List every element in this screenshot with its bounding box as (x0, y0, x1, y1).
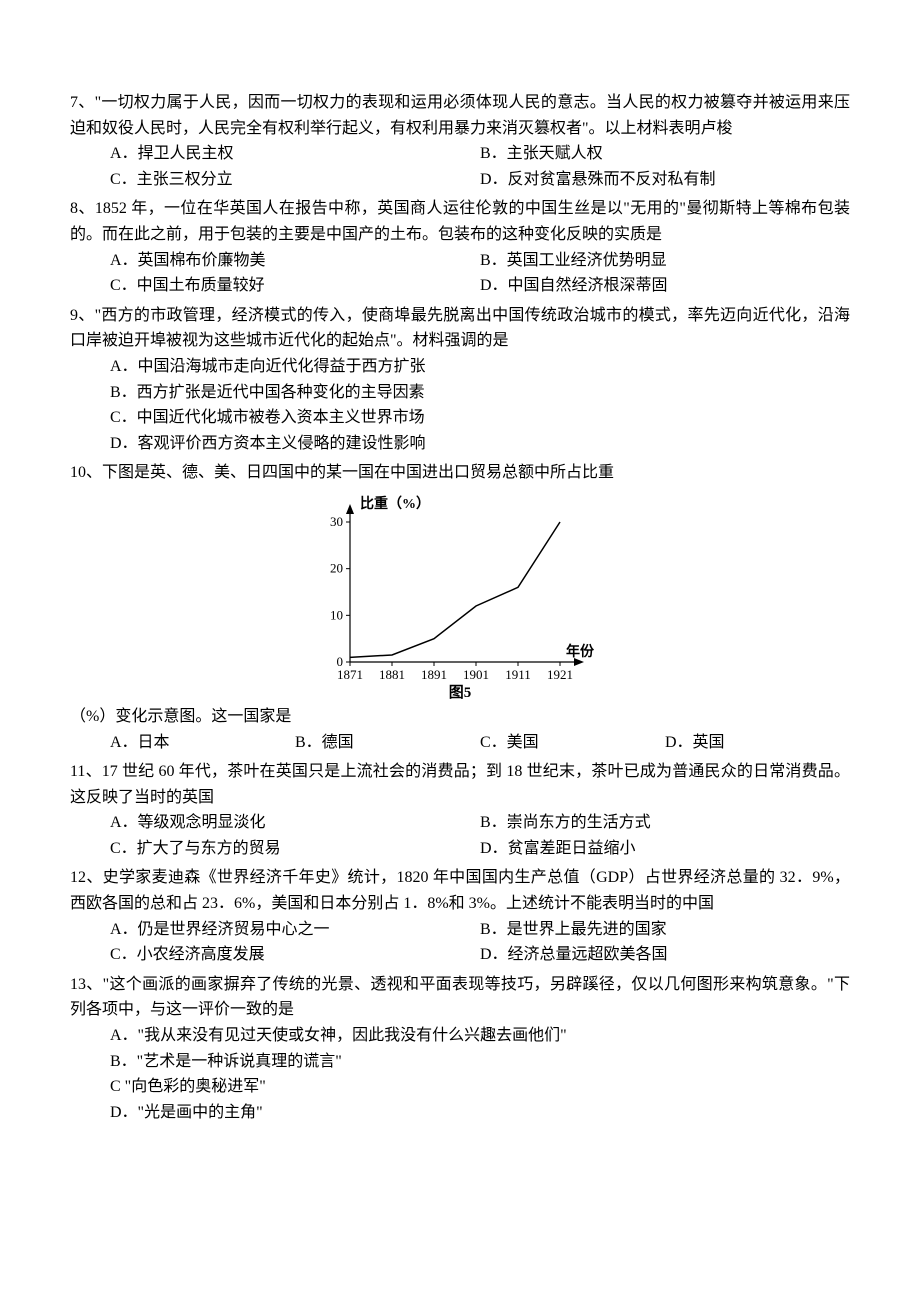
q12-opt-c: C．小农经济高度发展 (110, 942, 480, 968)
q7-options: A．捍卫人民主权 B．主张天赋人权 C．主张三权分立 D．反对贫富悬殊而不反对私… (70, 141, 850, 192)
q10-opt-d: D．英国 (665, 730, 850, 756)
q10-opt-c: C．美国 (480, 730, 665, 756)
exam-page: 7、"一切权力属于人民，因而一切权力的表现和运用必须体现人民的意志。当人民的权力… (0, 0, 920, 1189)
q8-text: 8、1852 年，一位在华英国人在报告中称，英国商人运往伦敦的中国生丝是以"无用… (70, 196, 850, 247)
q9-body: "西方的市政管理，经济模式的传入，使商埠最先脱离出中国传统政治城市的模式，率先迈… (70, 307, 850, 350)
q7-text: 7、"一切权力属于人民，因而一切权力的表现和运用必须体现人民的意志。当人民的权力… (70, 90, 850, 141)
q12-options: A．仍是世界经济贸易中心之一 B．是世界上最先进的国家 C．小农经济高度发展 D… (70, 917, 850, 968)
q10-opt-a: A．日本 (110, 730, 295, 756)
question-11: 11、17 世纪 60 年代，茶叶在英国只是上流社会的消费品；到 18 世纪末，… (70, 759, 850, 861)
question-10: 10、下图是英、德、美、日四国中的某一国在中国进出口贸易总额中所占比重 0102… (70, 460, 850, 755)
q13-opt-a: A．"我从来没有见过天使或女神，因此我没有什么兴趣去画他们" (110, 1023, 850, 1049)
q12-opt-a: A．仍是世界经济贸易中心之一 (110, 917, 480, 943)
question-13: 13、"这个画派的画家摒弃了传统的光景、透视和平面表现等技巧，另辟蹊径，仅以几何… (70, 972, 850, 1126)
q9-text: 9、"西方的市政管理，经济模式的传入，使商埠最先脱离出中国传统政治城市的模式，率… (70, 303, 850, 354)
q7-body: "一切权力属于人民，因而一切权力的表现和运用必须体现人民的意志。当人民的权力被篡… (70, 94, 850, 137)
q9-opt-c: C．中国近代化城市被卷入资本主义世界市场 (110, 405, 850, 431)
svg-text:1891: 1891 (421, 667, 447, 682)
q13-opt-c: C "向色彩的奥秘进军" (110, 1074, 850, 1100)
q11-opt-b: B．崇尚东方的生活方式 (480, 810, 850, 836)
q11-options: A．等级观念明显淡化 B．崇尚东方的生活方式 C．扩大了与东方的贸易 D．贫富差… (70, 810, 850, 861)
q7-opt-a: A．捍卫人民主权 (110, 141, 480, 167)
q8-opt-c: C．中国土布质量较好 (110, 273, 480, 299)
svg-text:年份: 年份 (566, 643, 595, 660)
q8-options: A．英国棉布价廉物美 B．英国工业经济优势明显 C．中国土布质量较好 D．中国自… (70, 248, 850, 299)
q8-opt-d: D．中国自然经济根深蒂固 (480, 273, 850, 299)
q8-opt-a: A．英国棉布价廉物美 (110, 248, 480, 274)
q11-text: 11、17 世纪 60 年代，茶叶在英国只是上流社会的消费品；到 18 世纪末，… (70, 759, 850, 810)
q9-options: A．中国沿海城市走向近代化得益于西方扩张 B．西方扩张是近代中国各种变化的主导因… (70, 354, 850, 456)
q9-opt-b: B．西方扩张是近代中国各种变化的主导因素 (110, 380, 850, 406)
q7-opt-c: C．主张三权分立 (110, 167, 480, 193)
q8-num: 8、 (70, 200, 95, 217)
svg-text:1881: 1881 (379, 667, 405, 682)
q8-body: 1852 年，一位在华英国人在报告中称，英国商人运往伦敦的中国生丝是以"无用的"… (70, 200, 850, 243)
q10-chart-container: 0102030187118811891190119111921比重（%）年份图5 (70, 492, 850, 702)
q13-num: 13、 (70, 976, 103, 993)
q11-body: 17 世纪 60 年代，茶叶在英国只是上流社会的消费品；到 18 世纪末，茶叶已… (70, 763, 850, 806)
q10-text-after: （%）变化示意图。这一国家是 (70, 704, 850, 730)
svg-text:1911: 1911 (505, 667, 531, 682)
q11-opt-d: D．贫富差距日益缩小 (480, 836, 850, 862)
q10-text-before: 10、下图是英、德、美、日四国中的某一国在中国进出口贸易总额中所占比重 (70, 460, 850, 486)
q13-text: 13、"这个画派的画家摒弃了传统的光景、透视和平面表现等技巧，另辟蹊径，仅以几何… (70, 972, 850, 1023)
q13-body: "这个画派的画家摒弃了传统的光景、透视和平面表现等技巧，另辟蹊径，仅以几何图形来… (70, 976, 850, 1019)
q12-opt-b: B．是世界上最先进的国家 (480, 917, 850, 943)
svg-text:1921: 1921 (547, 667, 573, 682)
q11-opt-c: C．扩大了与东方的贸易 (110, 836, 480, 862)
q11-num: 11、 (70, 763, 102, 780)
svg-text:图5: 图5 (449, 684, 472, 701)
q9-opt-a: A．中国沿海城市走向近代化得益于西方扩张 (110, 354, 850, 380)
question-8: 8、1852 年，一位在华英国人在报告中称，英国商人运往伦敦的中国生丝是以"无用… (70, 196, 850, 298)
q7-opt-d: D．反对贫富悬殊而不反对私有制 (480, 167, 850, 193)
q12-text: 12、史学家麦迪森《世界经济千年史》统计，1820 年中国国内生产总值（GDP）… (70, 865, 850, 916)
q10-opt-b: B．德国 (295, 730, 480, 756)
svg-text:1871: 1871 (337, 667, 363, 682)
q12-body: 史学家麦迪森《世界经济千年史》统计，1820 年中国国内生产总值（GDP）占世界… (70, 869, 850, 912)
q11-opt-a: A．等级观念明显淡化 (110, 810, 480, 836)
q9-num: 9、 (70, 307, 95, 324)
svg-text:20: 20 (330, 561, 343, 576)
q13-opt-d: D．"光是画中的主角" (110, 1100, 850, 1126)
q9-opt-d: D．客观评价西方资本主义侵略的建设性影响 (110, 431, 850, 457)
svg-text:比重（%）: 比重（%） (360, 495, 430, 512)
q10-chart: 0102030187118811891190119111921比重（%）年份图5 (310, 492, 610, 702)
q12-num: 12、 (70, 869, 103, 886)
question-7: 7、"一切权力属于人民，因而一切权力的表现和运用必须体现人民的意志。当人民的权力… (70, 90, 850, 192)
q13-opt-b: B．"艺术是一种诉说真理的谎言" (110, 1049, 850, 1075)
svg-text:30: 30 (330, 514, 343, 529)
question-12: 12、史学家麦迪森《世界经济千年史》统计，1820 年中国国内生产总值（GDP）… (70, 865, 850, 967)
q13-options: A．"我从来没有见过天使或女神，因此我没有什么兴趣去画他们" B．"艺术是一种诉… (70, 1023, 850, 1125)
q12-opt-d: D．经济总量远超欧美各国 (480, 942, 850, 968)
svg-text:1901: 1901 (463, 667, 489, 682)
q10-body-before: 下图是英、德、美、日四国中的某一国在中国进出口贸易总额中所占比重 (102, 464, 614, 481)
q7-opt-b: B．主张天赋人权 (480, 141, 850, 167)
q7-num: 7、 (70, 94, 95, 111)
q8-opt-b: B．英国工业经济优势明显 (480, 248, 850, 274)
svg-text:10: 10 (330, 607, 343, 622)
q10-options: A．日本 B．德国 C．美国 D．英国 (70, 730, 850, 756)
q10-num: 10、 (70, 464, 102, 481)
question-9: 9、"西方的市政管理，经济模式的传入，使商埠最先脱离出中国传统政治城市的模式，率… (70, 303, 850, 457)
